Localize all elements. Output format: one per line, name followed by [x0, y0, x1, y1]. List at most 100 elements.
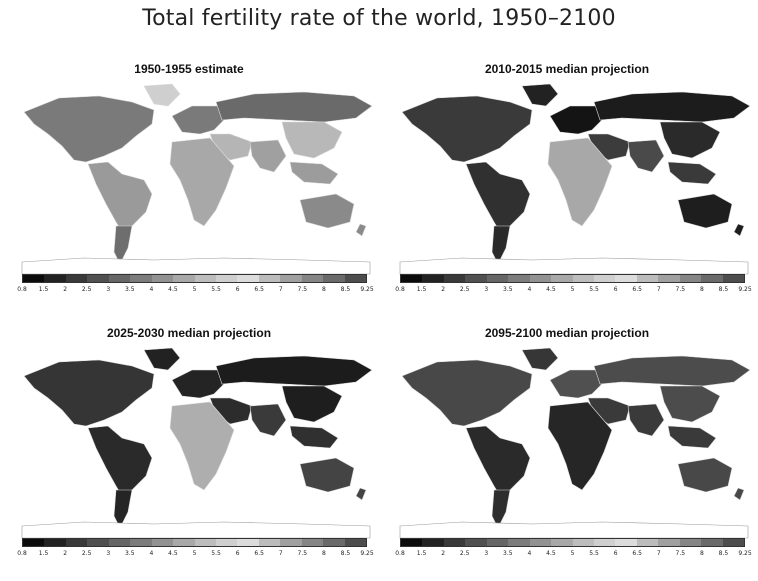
region-southeast-asia [289, 425, 339, 449]
world-map [399, 83, 751, 275]
region-latin-america [465, 161, 531, 233]
legend-tick-label: 4 [149, 286, 154, 293]
legend-tick-label: 8.5 [718, 550, 729, 557]
legend-tick-label: 2 [441, 286, 446, 293]
legend-swatch [508, 539, 530, 546]
region-south-asia [627, 403, 665, 437]
region-south-asia [627, 139, 665, 173]
region-antarctica [21, 257, 371, 275]
legend-color-bar [22, 538, 367, 547]
legend-tick-label: 5 [192, 550, 197, 557]
legend-tick-label: 5 [192, 286, 197, 293]
legend-tick-label: 1.5 [416, 286, 427, 293]
legend-tick-label: 1.5 [416, 550, 427, 557]
legend-swatch [551, 539, 573, 546]
legend-swatch [108, 275, 131, 282]
region-russia [215, 91, 373, 123]
legend-swatch [344, 539, 366, 546]
legend-swatch [237, 275, 259, 282]
legend-tick-label: 6 [613, 286, 618, 293]
legend-tick-label: 4.5 [168, 550, 178, 557]
legend-swatch [87, 275, 109, 282]
region-north-america [401, 359, 533, 427]
region-east-asia [281, 121, 343, 159]
legend-swatch [529, 275, 552, 282]
legend-swatch [636, 539, 659, 546]
legend-swatch [151, 539, 174, 546]
legend-color-bar [400, 274, 745, 283]
legend-swatch [679, 275, 702, 282]
region-europe [549, 105, 603, 135]
region-antarctica [399, 257, 749, 275]
legend-color-bar [22, 274, 367, 283]
region-australia [677, 457, 733, 493]
region-greenland [521, 347, 559, 371]
legend-swatch [551, 275, 573, 282]
world-map [21, 347, 373, 539]
legend-swatch [215, 275, 238, 282]
legend-swatch [422, 275, 444, 282]
legend-tick-label: 4.5 [546, 286, 556, 293]
legend-tick-label: 6 [235, 550, 240, 557]
legend-swatch [280, 275, 302, 282]
legend-swatch [465, 275, 487, 282]
region-south-asia [249, 403, 287, 437]
legend-tick-label: 5.5 [589, 550, 599, 557]
legend-ticks: 0.8 1.5 2 2.5 3 3.5 4 4.5 5 5.5 6 6.5 7 7.5 8 8.5 9.25 [17, 550, 373, 560]
region-greenland [521, 83, 559, 107]
legend-ticks: 0.8 1.5 2 2.5 3 3.5 4 4.5 5 5.5 6 6.5 7 7.5 8 8.5 9.25 [395, 550, 751, 560]
region-south-asia [249, 139, 287, 173]
region-latin-america [465, 425, 531, 497]
legend-swatch [572, 539, 594, 546]
color-legend: 0.8 1.5 2 2.5 3 3.5 4 4.5 5 5.5 6 6.5 7 7.5 8 8.5 9.25 [395, 538, 752, 560]
legend-swatch [173, 275, 195, 282]
legend-swatch [258, 275, 281, 282]
region-north-america [401, 95, 533, 163]
legend-swatch [701, 539, 723, 546]
region-new-zealand [355, 487, 367, 501]
region-australia [299, 193, 355, 229]
legend-tick-label: 8.5 [340, 286, 351, 293]
region-africa [169, 137, 235, 227]
legend-swatch [486, 539, 509, 546]
world-map [21, 83, 373, 275]
legend-ticks: 0.8 1.5 2 2.5 3 3.5 4 4.5 5 5.5 6 6.5 7 7.5 8 8.5 9.25 [17, 286, 373, 296]
legend-tick-label: 8 [321, 550, 326, 557]
region-north-america [23, 95, 155, 163]
legend-swatch [323, 539, 345, 546]
legend-tick-label: 7 [656, 550, 661, 557]
legend-tick-label: 6 [235, 286, 240, 293]
legend-swatch [65, 275, 88, 282]
legend-tick-label: 1.5 [38, 550, 49, 557]
legend-tick-label: 5.5 [211, 550, 221, 557]
region-new-zealand [733, 223, 745, 237]
legend-swatch [173, 539, 195, 546]
region-africa [547, 137, 613, 227]
region-east-asia [659, 121, 721, 159]
legend-swatch [486, 275, 509, 282]
legend-swatch [194, 275, 216, 282]
legend-tick-label: 8 [699, 550, 704, 557]
legend-swatch [237, 539, 259, 546]
region-new-zealand [355, 223, 367, 237]
legend-tick-label: 4.5 [546, 550, 556, 557]
legend-swatch [301, 539, 324, 546]
legend-swatch [658, 275, 680, 282]
legend-tick-label: 0.8 [17, 550, 27, 557]
legend-tick-label: 7 [278, 550, 283, 557]
legend-swatch [508, 275, 530, 282]
page-title: Total fertility rate of the world, 1950–… [142, 6, 616, 31]
legend-swatch [130, 539, 152, 546]
legend-tick-label: 8.5 [340, 550, 351, 557]
legend-tick-label: 5 [570, 550, 575, 557]
legend-tick-label: 4.5 [168, 286, 178, 293]
region-north-america [23, 359, 155, 427]
legend-swatch [636, 275, 659, 282]
region-antarctica [21, 521, 371, 539]
legend-tick-label: 0.8 [395, 286, 405, 293]
region-greenland [143, 347, 181, 371]
legend-swatch [593, 275, 616, 282]
region-southern-cone [491, 225, 511, 265]
region-africa [547, 401, 613, 491]
legend-tick-label: 7.5 [675, 550, 686, 557]
